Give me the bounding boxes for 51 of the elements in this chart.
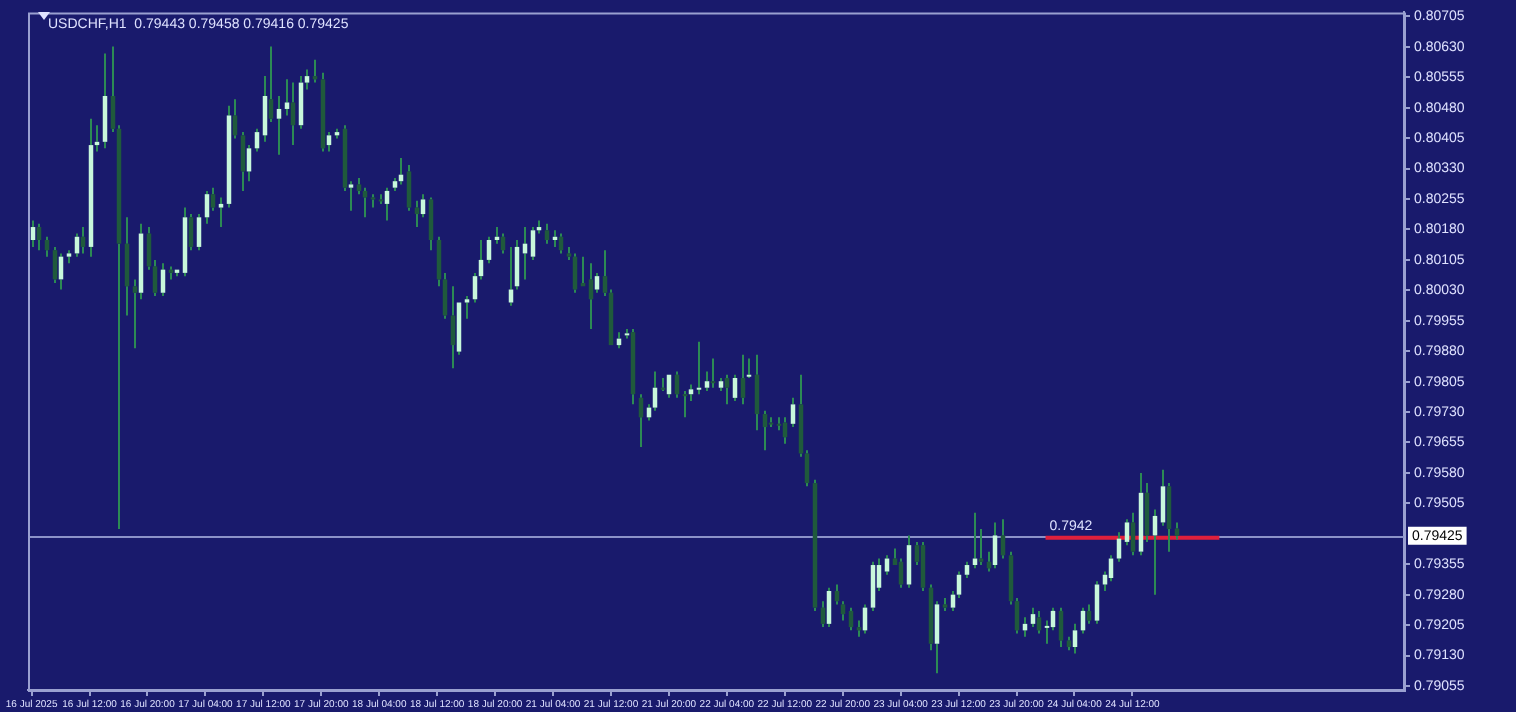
candlestick bbox=[898, 557, 904, 589]
candlestick bbox=[428, 196, 434, 252]
candlestick bbox=[718, 376, 724, 392]
candlestick bbox=[348, 180, 354, 212]
candlestick bbox=[1072, 622, 1078, 655]
candlestick bbox=[906, 534, 912, 589]
candlestick bbox=[790, 396, 796, 429]
candlestick bbox=[530, 226, 536, 261]
candlestick bbox=[218, 196, 224, 229]
candlestick bbox=[66, 249, 72, 265]
candlestick bbox=[740, 353, 746, 406]
candlestick bbox=[724, 373, 730, 406]
candlestick bbox=[1086, 603, 1092, 625]
candlestick bbox=[196, 213, 202, 252]
candlestick bbox=[210, 186, 216, 212]
candlestick bbox=[934, 600, 940, 675]
candlestick bbox=[762, 409, 768, 452]
candlestick bbox=[326, 131, 332, 153]
candlestick bbox=[1124, 518, 1130, 547]
candlestick bbox=[384, 186, 390, 222]
candlestick bbox=[464, 295, 470, 320]
candlestick bbox=[732, 373, 738, 403]
candlestick bbox=[36, 222, 42, 252]
candlestick bbox=[1000, 518, 1006, 560]
candlestick bbox=[188, 213, 194, 252]
candlestick bbox=[1036, 609, 1042, 635]
candlestick bbox=[420, 193, 426, 219]
candlestick bbox=[284, 78, 290, 117]
candlestick bbox=[1116, 531, 1122, 563]
candlestick bbox=[276, 94, 282, 156]
candlestick bbox=[290, 81, 296, 147]
candlestick bbox=[232, 98, 238, 140]
candlestick bbox=[486, 235, 492, 265]
candlestick bbox=[870, 560, 876, 612]
candlestick bbox=[544, 222, 550, 245]
candlestick bbox=[942, 596, 948, 612]
candlestick bbox=[268, 45, 274, 123]
candlestick bbox=[992, 521, 998, 570]
candlestick bbox=[406, 163, 412, 212]
candlestick bbox=[1030, 606, 1036, 629]
candlestick bbox=[588, 262, 594, 330]
candlestick bbox=[182, 206, 188, 278]
candlestick bbox=[508, 245, 514, 307]
candlestick bbox=[226, 104, 232, 209]
candlestick bbox=[132, 278, 138, 350]
candlestick bbox=[30, 219, 36, 248]
candlestick bbox=[840, 600, 846, 622]
candlestick bbox=[450, 285, 456, 370]
candlestick bbox=[920, 540, 926, 592]
candlestick bbox=[964, 560, 970, 580]
candlestick bbox=[884, 554, 890, 576]
